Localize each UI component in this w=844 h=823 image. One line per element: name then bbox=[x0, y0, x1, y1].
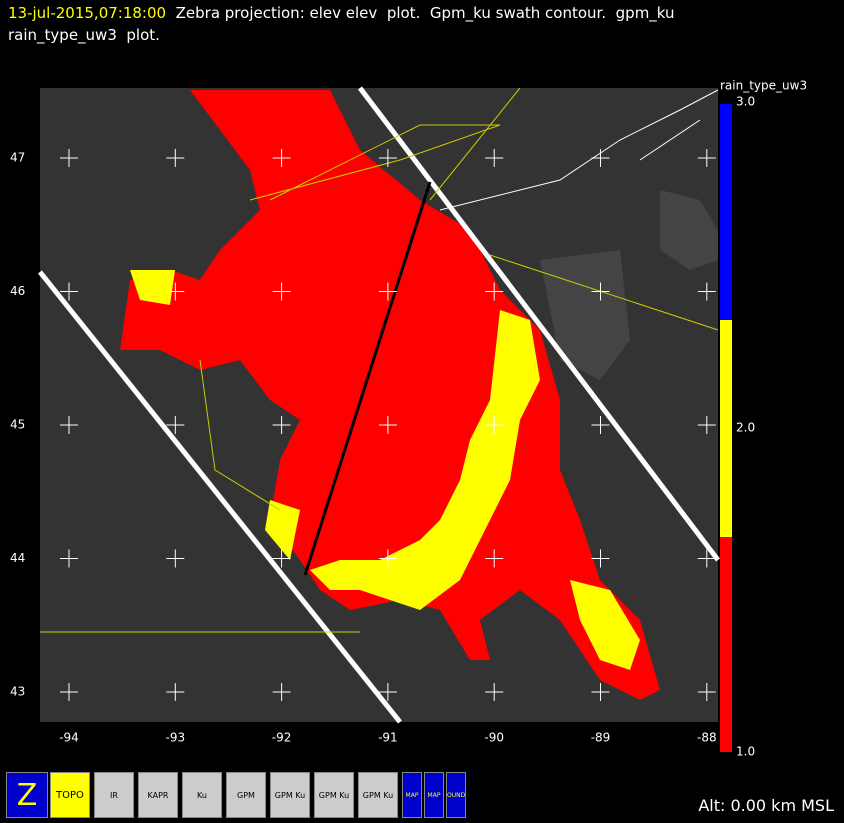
header-time: 13-jul-2015,07:18:00 bbox=[8, 4, 167, 22]
toolbar-button[interactable]: MAP bbox=[402, 772, 422, 818]
grid-cross bbox=[591, 683, 610, 701]
header: 13-jul-2015,07:18:00 Zebra projection: e… bbox=[8, 2, 675, 46]
grid-cross bbox=[591, 282, 610, 301]
x-label: -88 bbox=[697, 731, 717, 745]
grid-cross bbox=[60, 416, 78, 434]
toolbar-button[interactable]: MAP bbox=[424, 772, 444, 818]
x-label: -93 bbox=[165, 731, 185, 745]
grid-cross bbox=[378, 149, 397, 167]
swath-edge bbox=[38, 86, 720, 724]
grid-cross bbox=[591, 149, 610, 167]
grid-cross bbox=[60, 549, 78, 568]
status: Alt: 0.00 km MSL bbox=[698, 796, 834, 815]
colorbar-red bbox=[720, 537, 732, 752]
grid-cross bbox=[485, 549, 504, 568]
map-plot: rain_type_uw3 -94 -93 -92 -91 -90 -89 -88 47 46 4… bbox=[10, 79, 807, 759]
grid-cross bbox=[591, 416, 610, 434]
cloud-echo bbox=[540, 190, 718, 380]
x-label: -91 bbox=[378, 731, 398, 745]
grid-cross bbox=[60, 282, 78, 301]
toolbar-button[interactable]: IR bbox=[94, 772, 134, 818]
grid-cross bbox=[591, 549, 610, 568]
toolbar-button[interactable]: TOPO bbox=[50, 772, 90, 818]
colorbar-title: rain_type_uw3 bbox=[720, 79, 807, 93]
grid-cross bbox=[272, 549, 291, 568]
y-label: 46 bbox=[10, 284, 25, 298]
grid-cross bbox=[272, 282, 291, 301]
grid-cross bbox=[166, 282, 185, 301]
grid-cross bbox=[272, 416, 291, 434]
header-line2: rain_type_uw3 plot. bbox=[8, 26, 160, 44]
grid-cross bbox=[697, 149, 716, 167]
grid-cross bbox=[272, 149, 291, 167]
toolbar-button[interactable]: Z bbox=[6, 772, 48, 818]
colorbar-label: 2.0 bbox=[736, 421, 755, 435]
colorbar-label: 1.0 bbox=[736, 745, 755, 759]
grid-cross bbox=[272, 683, 291, 701]
grid-cross bbox=[485, 683, 504, 701]
grid-cross bbox=[697, 416, 716, 434]
grid-cross bbox=[697, 683, 716, 701]
grid-cross bbox=[378, 549, 397, 568]
toolbar-button[interactable]: BOUNDS bbox=[446, 772, 466, 818]
header-line1: Zebra projection: elev elev plot. Gpm_ku… bbox=[175, 4, 675, 22]
toolbar-button[interactable]: GPM Ku bbox=[270, 772, 310, 818]
toolbar-button[interactable]: GPM Ku bbox=[358, 772, 398, 818]
colorbar-yellow bbox=[720, 320, 732, 537]
x-label: -92 bbox=[272, 731, 292, 745]
toolbar-button[interactable]: GPM bbox=[226, 772, 266, 818]
grid-cross bbox=[378, 683, 397, 701]
grid-cross bbox=[485, 416, 504, 434]
coastline bbox=[439, 89, 719, 211]
grid-cross bbox=[60, 149, 78, 167]
colorbar-blue bbox=[720, 104, 732, 320]
grid-cross bbox=[697, 282, 716, 301]
colorbar-label: 3.0 bbox=[736, 95, 755, 109]
toolbar-button[interactable]: KAPR bbox=[138, 772, 178, 818]
grid-cross bbox=[60, 683, 78, 701]
x-label: -90 bbox=[484, 731, 504, 745]
grid-cross bbox=[485, 149, 504, 167]
x-label: -94 bbox=[59, 731, 79, 745]
boundaries bbox=[40, 87, 719, 633]
rain-convective bbox=[130, 270, 640, 670]
x-label: -89 bbox=[591, 731, 611, 745]
grid-cross bbox=[485, 282, 504, 301]
grid-cross bbox=[166, 549, 185, 568]
cross-section-line bbox=[303, 181, 432, 576]
y-label: 45 bbox=[10, 418, 25, 432]
grid-cross bbox=[166, 683, 185, 701]
grid-cross bbox=[166, 416, 185, 434]
y-label: 44 bbox=[10, 551, 25, 565]
rain-stratiform bbox=[120, 90, 660, 700]
toolbar-button[interactable]: GPM Ku bbox=[314, 772, 354, 818]
grid-cross bbox=[378, 416, 397, 434]
toolbar-button[interactable]: Ku bbox=[182, 772, 222, 818]
y-label: 43 bbox=[10, 685, 25, 699]
grid-cross bbox=[166, 149, 185, 167]
grid-cross bbox=[697, 549, 716, 568]
grid-cross bbox=[378, 282, 397, 301]
y-label: 47 bbox=[10, 151, 25, 165]
